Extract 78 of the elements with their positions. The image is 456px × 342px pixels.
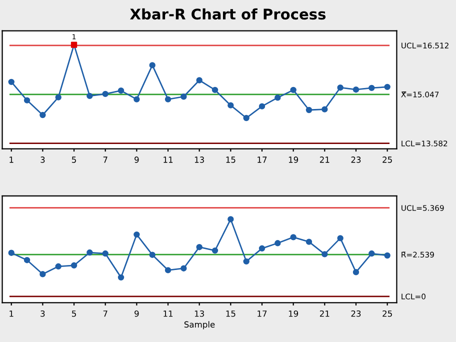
point <box>70 42 78 48</box>
x-tick-label: 13 <box>194 156 204 163</box>
point <box>8 250 14 256</box>
point <box>306 106 312 114</box>
x-tick-label: 9 <box>134 310 139 317</box>
x-tick-label: 21 <box>320 156 330 163</box>
point <box>149 62 156 68</box>
x-tick-label: 3 <box>40 156 45 163</box>
x-tick-label: 15 <box>226 156 236 163</box>
x-tick-label: 11 <box>164 156 173 163</box>
point <box>228 216 234 222</box>
x-tick-label: 19 <box>288 310 298 317</box>
x-tick-label: 9 <box>134 156 139 163</box>
point <box>180 265 187 272</box>
x-tick-label: 13 <box>194 310 204 317</box>
point <box>352 269 360 276</box>
point <box>118 274 124 281</box>
x-tick-label: 3 <box>40 310 45 317</box>
point <box>40 112 46 118</box>
point <box>70 262 78 268</box>
point <box>290 234 296 240</box>
point <box>368 84 375 92</box>
point <box>86 249 93 256</box>
point <box>258 103 266 110</box>
point <box>337 84 344 91</box>
point <box>102 90 108 98</box>
point <box>55 94 62 100</box>
point <box>196 244 202 250</box>
x-tick-label: 23 <box>351 310 361 317</box>
x-tick-label: 23 <box>351 156 361 163</box>
point <box>164 96 172 102</box>
point <box>290 86 296 94</box>
point <box>180 94 187 100</box>
x-tick-label: 17 <box>258 310 267 317</box>
x-tick-label: 25 <box>382 156 392 163</box>
x-tick-label: 25 <box>382 310 392 317</box>
point <box>306 238 312 245</box>
point <box>212 86 218 94</box>
point <box>274 240 281 246</box>
point <box>274 94 281 101</box>
point <box>337 235 344 242</box>
x-axis-title: Sample <box>184 321 215 330</box>
point <box>212 247 218 254</box>
x-tick-label: 15 <box>226 310 236 317</box>
point <box>352 86 360 93</box>
x-tick-label: 7 <box>103 156 108 163</box>
point <box>384 84 390 90</box>
x-tick-label: 1 <box>10 156 14 163</box>
x-tick-label: 17 <box>258 156 267 163</box>
point <box>258 245 266 252</box>
point <box>149 252 156 258</box>
point <box>134 231 140 238</box>
x-tick-label: 5 <box>72 156 76 163</box>
x-tick-label: 19 <box>288 156 298 163</box>
x-tick-label: 11 <box>164 310 173 317</box>
point <box>55 263 62 270</box>
point <box>228 102 234 108</box>
point <box>24 97 30 104</box>
x-tick-label: 7 <box>103 310 108 317</box>
point <box>134 96 140 102</box>
point <box>24 257 30 264</box>
point <box>322 251 328 258</box>
point <box>40 271 46 278</box>
x-tick-label: 1 <box>10 310 14 317</box>
point <box>322 106 328 112</box>
chart-title: Xbar-R Chart of Process <box>130 8 326 20</box>
point <box>118 88 124 94</box>
x-tick-label: 5 <box>72 310 76 317</box>
point <box>243 258 250 265</box>
point <box>102 250 108 257</box>
x-tick-label: 21 <box>320 310 330 317</box>
point <box>368 250 375 257</box>
point <box>243 114 250 122</box>
point <box>164 267 172 274</box>
point <box>8 78 14 86</box>
point <box>196 77 202 84</box>
point <box>384 252 390 259</box>
point <box>86 92 93 100</box>
